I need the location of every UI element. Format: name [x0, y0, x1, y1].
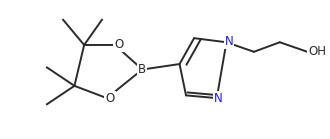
Text: N: N: [225, 35, 233, 48]
Text: OH: OH: [308, 45, 326, 58]
Text: O: O: [114, 38, 123, 51]
Text: N: N: [214, 92, 223, 105]
Text: B: B: [138, 63, 147, 76]
Text: O: O: [105, 92, 115, 105]
